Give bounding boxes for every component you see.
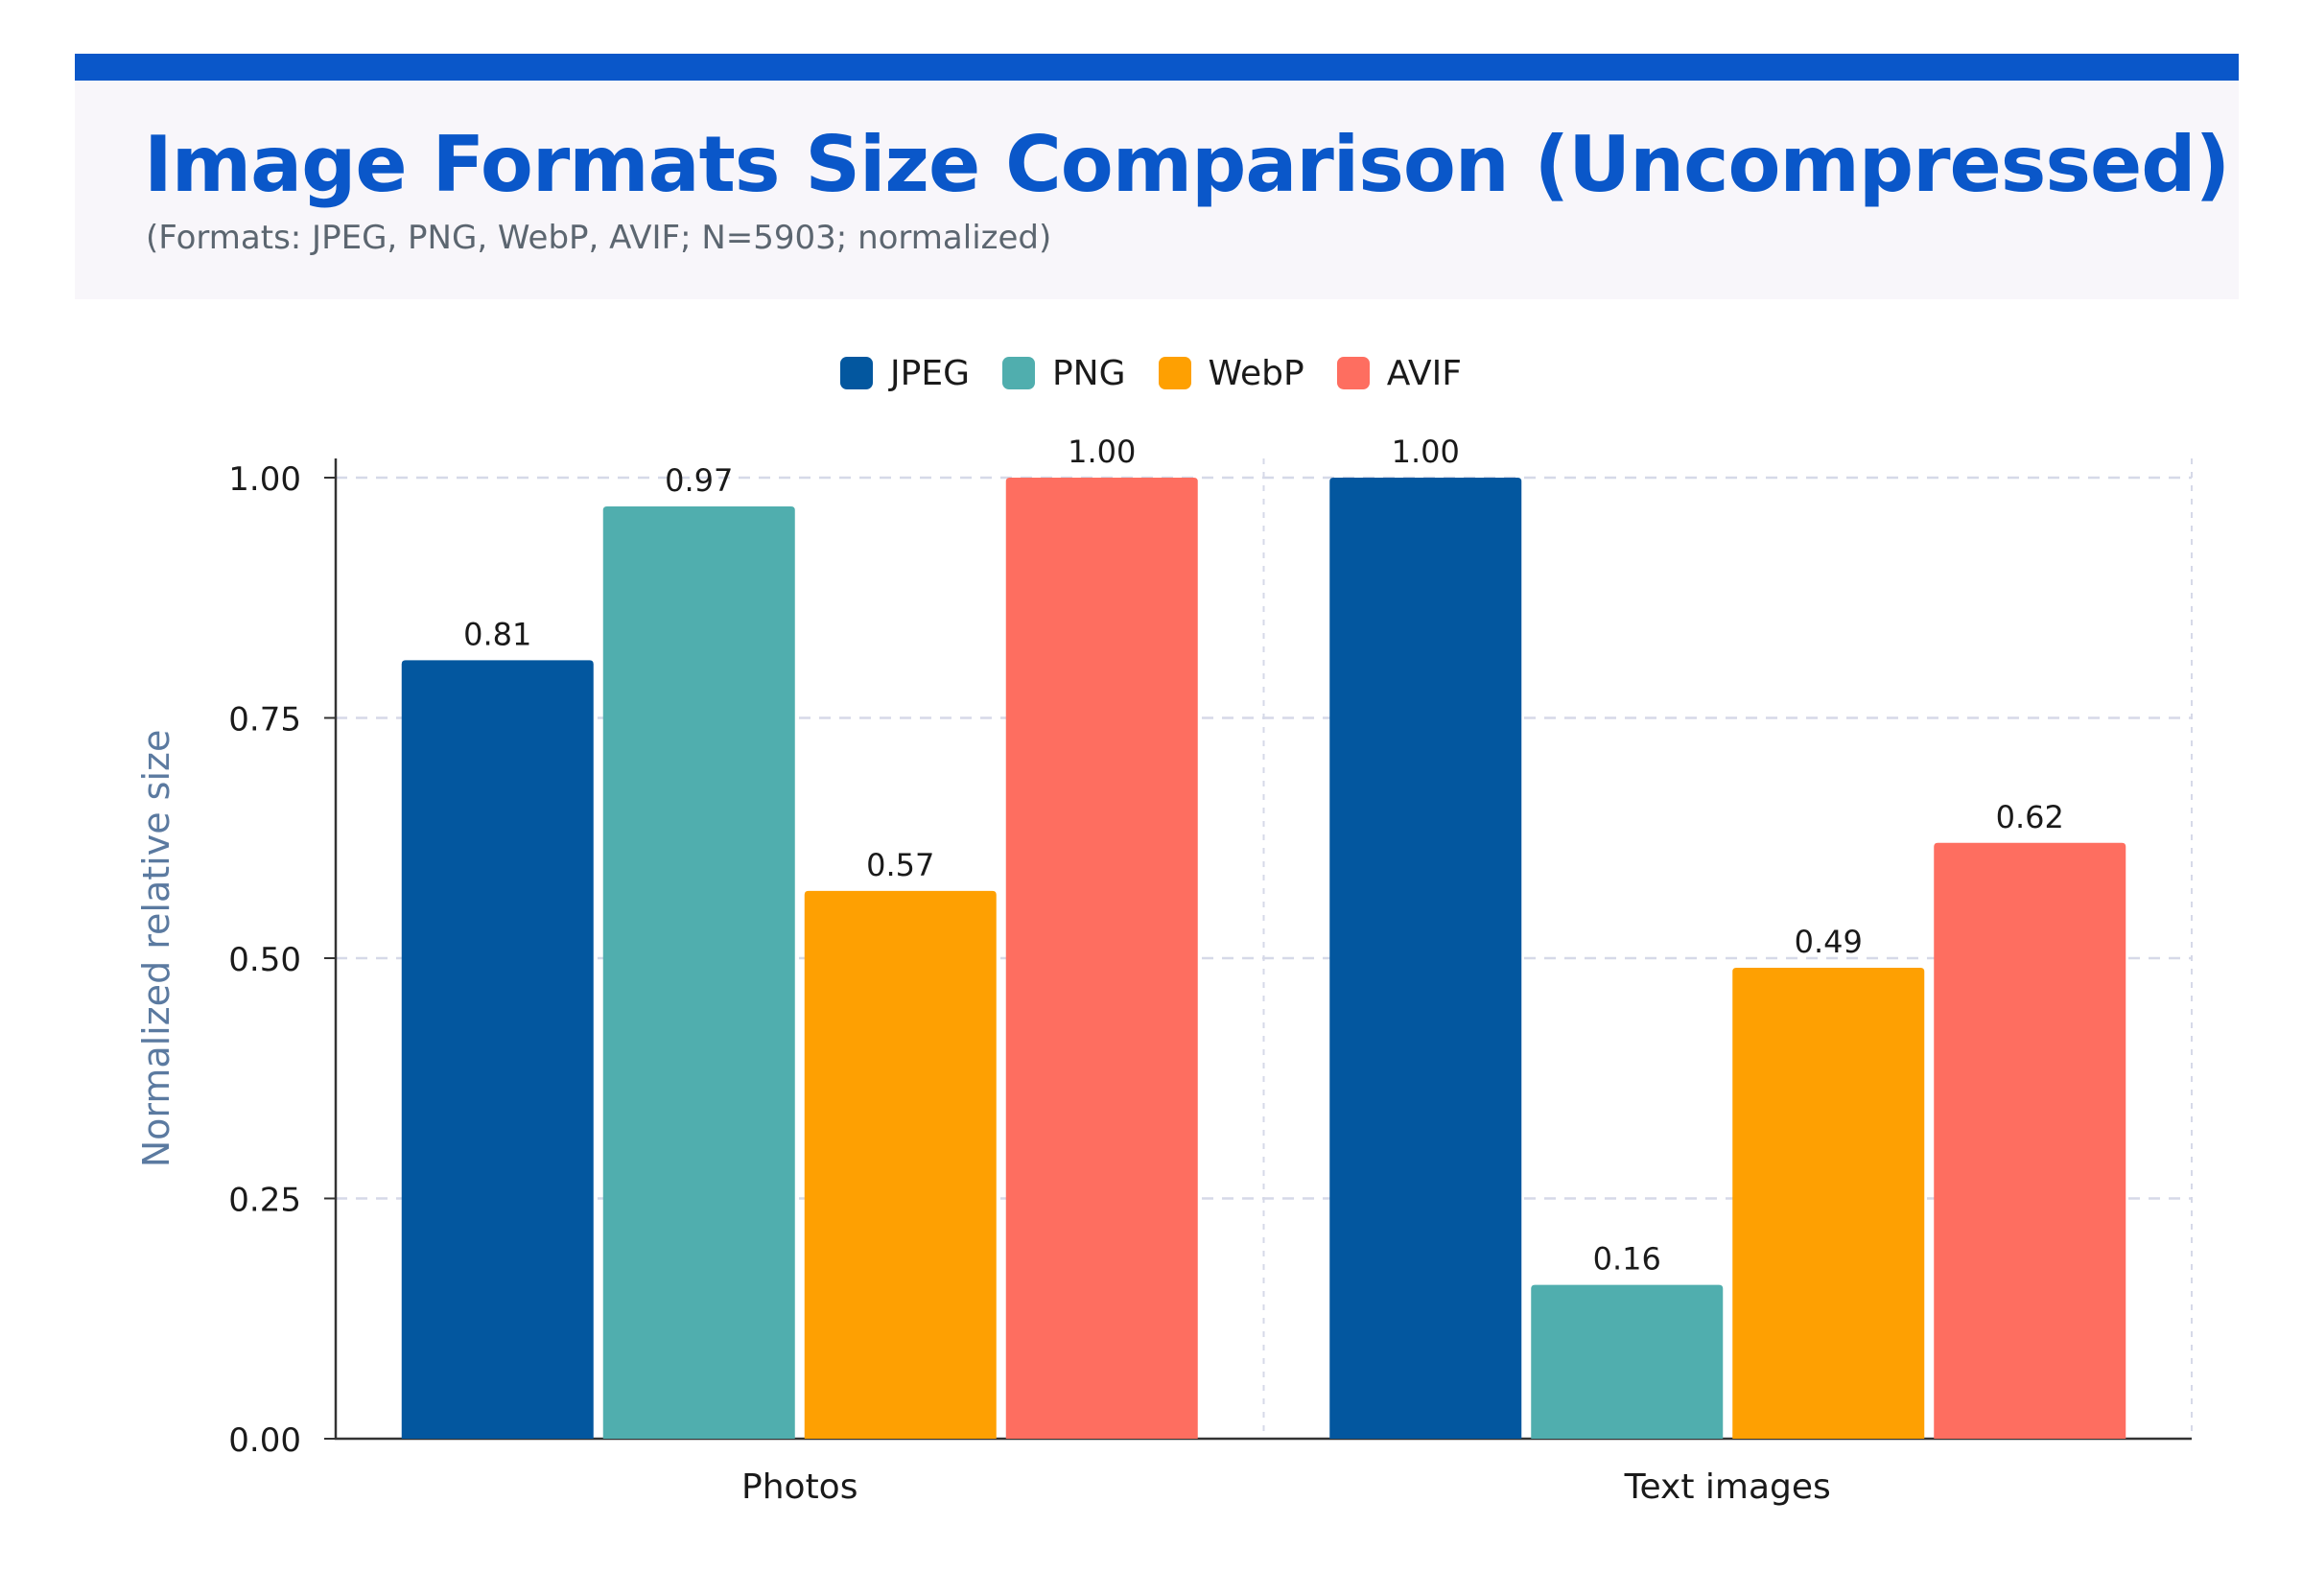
y-tick-label: 0.25 bbox=[228, 1182, 301, 1220]
legend-swatch-png bbox=[1001, 357, 1035, 389]
legend-item-jpeg: JPEG bbox=[840, 354, 970, 393]
bar-jpeg bbox=[1329, 478, 1522, 1439]
bar-avif bbox=[1005, 478, 1198, 1439]
legend-swatch-jpeg bbox=[840, 357, 873, 389]
bar-value-label: 1.00 bbox=[1068, 434, 1136, 470]
y-tick-label: 0.50 bbox=[228, 941, 301, 979]
chart-subtitle: (Formats: JPEG, PNG, WebP, AVIF; N=5903;… bbox=[146, 219, 1052, 257]
legend-item-webp: WebP bbox=[1158, 353, 1304, 393]
bar-png bbox=[1531, 1284, 1724, 1439]
y-axis-title: Normalized relative size bbox=[135, 730, 177, 1168]
bar-value-label: 1.00 bbox=[1392, 434, 1460, 470]
y-tick-label: 0.75 bbox=[228, 701, 301, 739]
bar-jpeg bbox=[401, 660, 594, 1439]
bar-value-label: 0.16 bbox=[1593, 1241, 1661, 1278]
bar-value-label: 0.62 bbox=[1996, 799, 2064, 835]
bar-value-label: 0.81 bbox=[463, 616, 531, 652]
bar-value-label: 0.97 bbox=[665, 462, 733, 499]
bar-value-label: 0.49 bbox=[1795, 924, 1863, 960]
chart-title: Image Formats Size Comparison (Uncompres… bbox=[144, 120, 2230, 209]
legend-item-avif: AVIF bbox=[1336, 353, 1462, 393]
legend-label: WebP bbox=[1208, 353, 1304, 393]
legend-item-png: PNG bbox=[1001, 353, 1126, 393]
legend-swatch-avif bbox=[1336, 357, 1370, 389]
legend-label: AVIF bbox=[1386, 353, 1462, 393]
bar-webp bbox=[804, 890, 997, 1439]
legend-label: JPEG bbox=[890, 353, 970, 393]
bar-value-label: 0.57 bbox=[866, 847, 934, 883]
legend-label: PNG bbox=[1051, 353, 1126, 393]
bar-png bbox=[602, 506, 795, 1439]
header-panel bbox=[75, 81, 2239, 299]
bar-avif bbox=[1934, 842, 2126, 1439]
bar-webp bbox=[1732, 968, 1925, 1439]
header-accent-bar bbox=[75, 54, 2239, 81]
y-tick-label: 1.00 bbox=[228, 460, 301, 499]
x-tick-label: Photos bbox=[741, 1467, 857, 1507]
legend: JPEG PNG WebP AVIF bbox=[0, 347, 2302, 399]
y-tick-label: 0.00 bbox=[228, 1421, 301, 1460]
x-tick-label: Text images bbox=[1624, 1467, 1831, 1507]
legend-swatch-webp bbox=[1158, 357, 1191, 389]
